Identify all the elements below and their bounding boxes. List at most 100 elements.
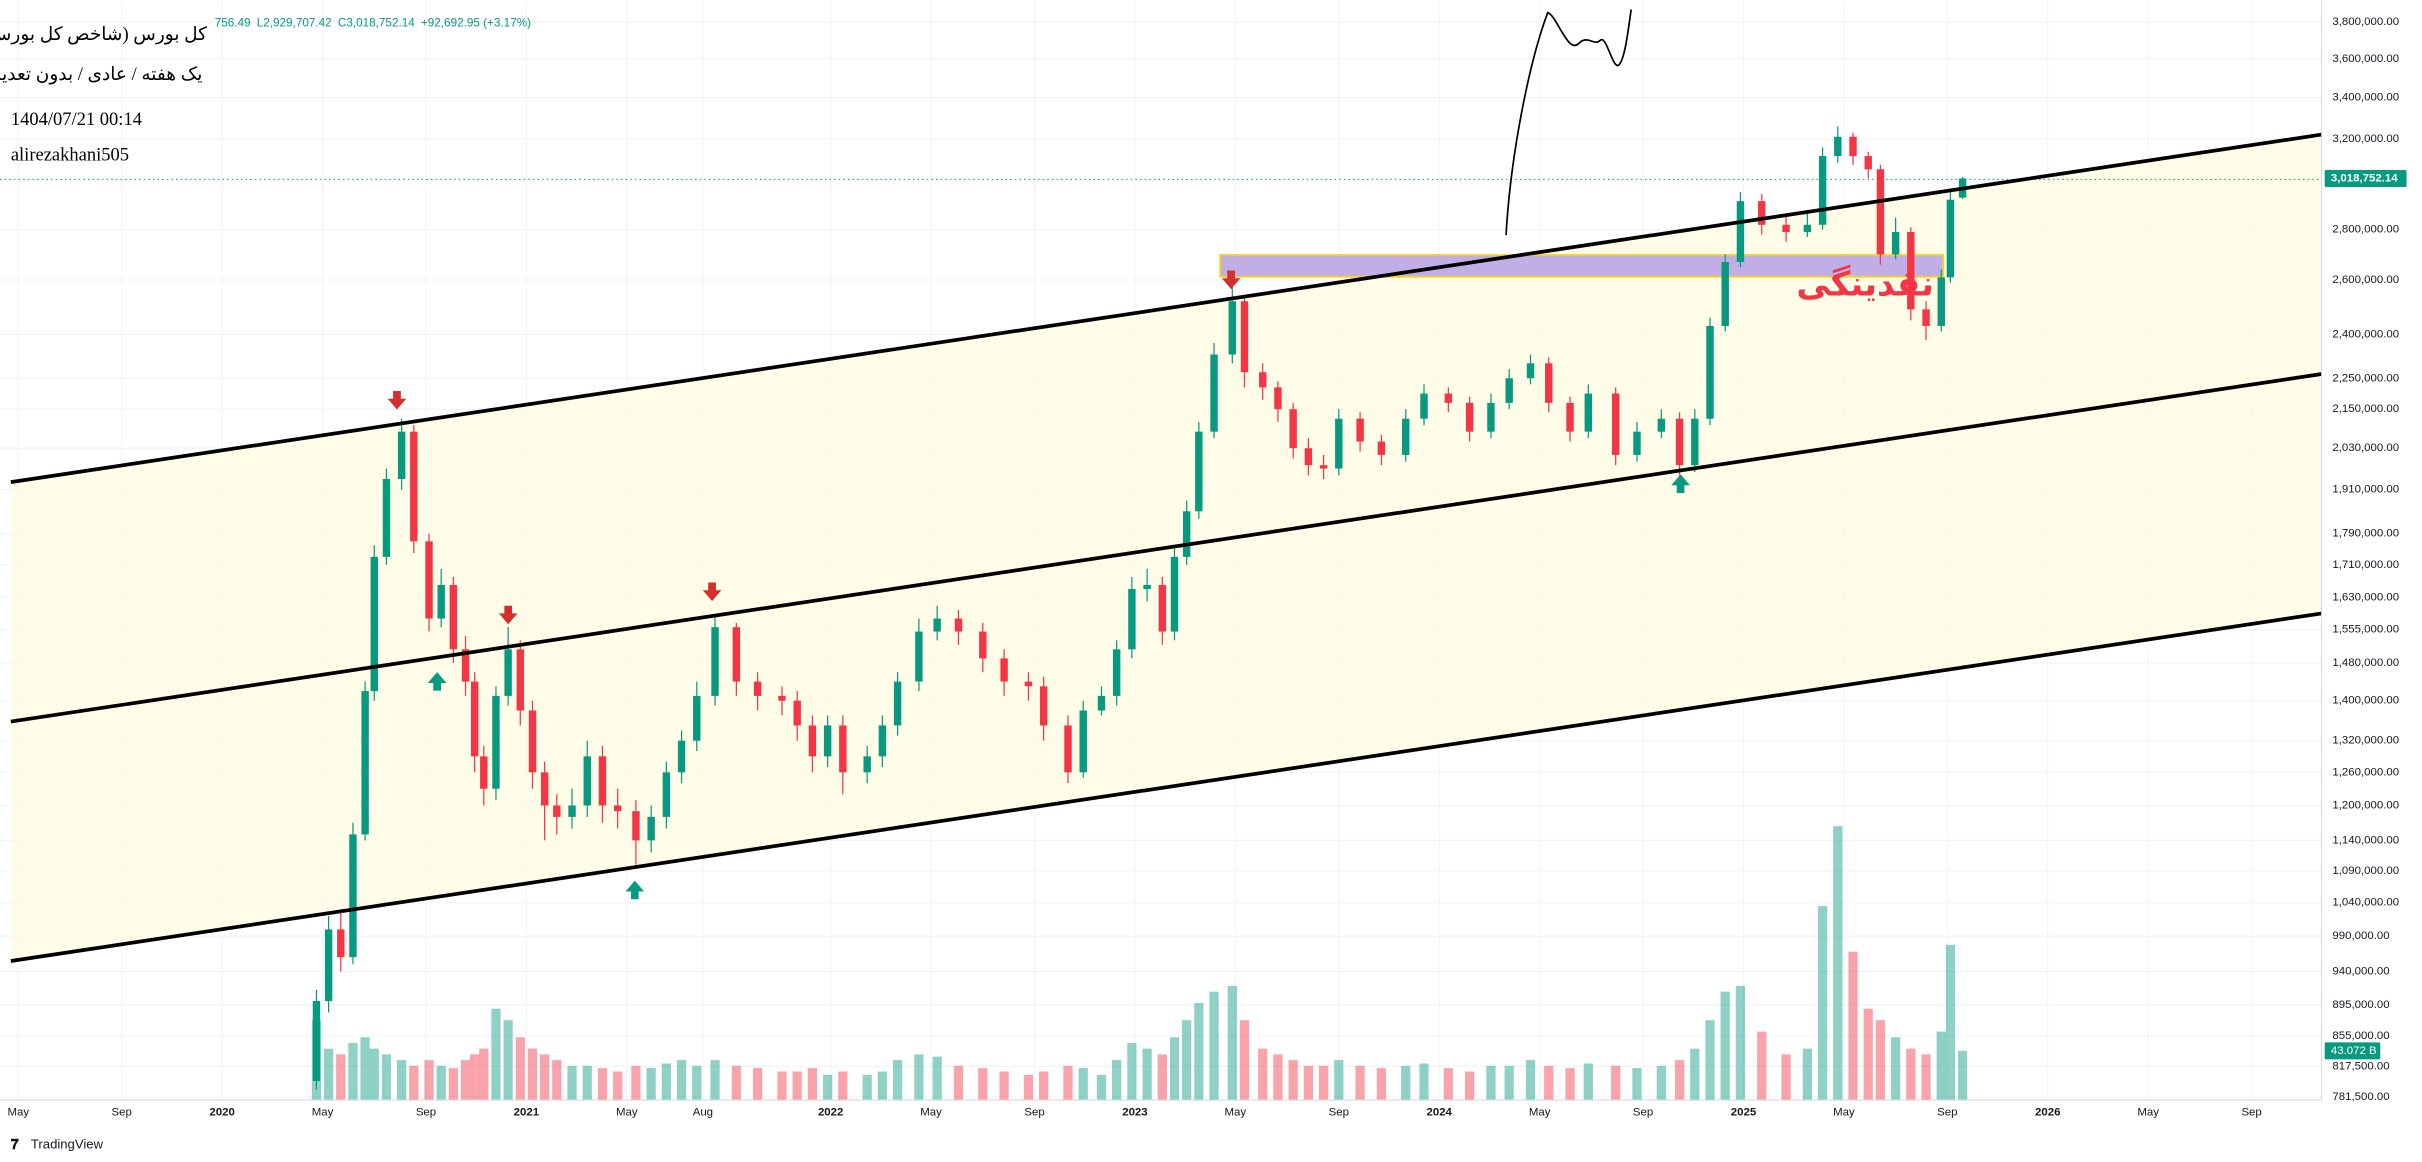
- candle-body: [1097, 695, 1106, 711]
- volume-bar: [1875, 1020, 1886, 1100]
- candle-body: [1420, 393, 1428, 419]
- x-tick-label: May: [1833, 1106, 1855, 1118]
- y-tick-label: 1,555,000.00: [2332, 623, 2399, 635]
- candle-body: [863, 756, 871, 773]
- volume-bar: [676, 1060, 687, 1100]
- y-tick-label: 2,030,000.00: [2332, 442, 2399, 454]
- volume-bar: [914, 1054, 924, 1100]
- volume-bar: [731, 1065, 741, 1100]
- candle-body: [470, 681, 479, 757]
- candle-body: [437, 584, 445, 619]
- volume-bar: [1848, 951, 1858, 1100]
- y-tick-label: 2,600,000.00: [2332, 274, 2399, 286]
- candle-body: [1195, 431, 1203, 512]
- x-tick-label: 2021: [514, 1106, 540, 1118]
- candle-body: [823, 725, 832, 757]
- candle-body: [324, 929, 333, 1002]
- volume-bar: [1194, 1003, 1204, 1100]
- candle-body: [1876, 169, 1885, 255]
- volume-bar: [613, 1071, 623, 1100]
- candle-body: [1039, 686, 1048, 726]
- brand-name: TradingView: [31, 1136, 104, 1151]
- volume-bar: [692, 1065, 702, 1100]
- volume-bar: [953, 1065, 964, 1100]
- volume-bar: [1486, 1065, 1496, 1100]
- ohlc-legend: 756.49 L2,929,707.42 C3,018,752.14 +92,692.…: [215, 16, 531, 29]
- candle-body: [1402, 418, 1410, 455]
- x-tick-label: 2024: [1426, 1106, 1452, 1118]
- volume-bar: [1583, 1063, 1593, 1100]
- volume-bar: [597, 1068, 608, 1100]
- volume-bar: [1355, 1065, 1365, 1100]
- last-price-label: 3,018,752.14: [2331, 173, 2398, 185]
- candle-body: [492, 695, 500, 789]
- candle-body: [1803, 224, 1812, 233]
- x-tick-label: May: [1225, 1106, 1247, 1118]
- candle-body: [1584, 393, 1593, 432]
- candle-body: [1721, 261, 1729, 326]
- candle-body: [361, 691, 369, 835]
- volume-bar: [479, 1048, 489, 1100]
- candle-body: [954, 618, 963, 632]
- candle-body: [425, 541, 433, 619]
- volume-bar: [460, 1060, 471, 1100]
- candle-body: [1691, 418, 1699, 466]
- candle-body: [1228, 301, 1237, 355]
- candle-body: [540, 772, 549, 806]
- y-tick-label: 1,910,000.00: [2332, 484, 2399, 496]
- candle-body: [613, 805, 622, 812]
- candle-body: [711, 627, 719, 696]
- candle-body: [1657, 418, 1666, 432]
- volume-bar: [838, 1071, 848, 1100]
- candle-body: [1526, 363, 1535, 379]
- volume-bar: [381, 1054, 392, 1100]
- y-tick-label: 990,000.00: [2332, 930, 2389, 942]
- candle-body: [778, 695, 786, 701]
- volume-bar: [1169, 1037, 1180, 1100]
- x-tick-label: Sep: [1024, 1106, 1044, 1118]
- x-tick-label: Sep: [2241, 1106, 2261, 1118]
- volume-bar: [1957, 1050, 1968, 1100]
- candle-body: [598, 756, 607, 806]
- candle-body: [1064, 725, 1072, 773]
- candle-body: [397, 431, 406, 480]
- volume-pane: [311, 826, 1968, 1100]
- volume-bar: [540, 1054, 550, 1100]
- channel-lines: [10, 132, 2322, 963]
- y-tick-label: 1,630,000.00: [2332, 591, 2399, 603]
- brand-logo: 𝟕: [11, 1137, 19, 1153]
- x-tick-label: Aug: [693, 1106, 713, 1118]
- volume-bar: [1078, 1068, 1088, 1100]
- candle-body: [1782, 224, 1790, 233]
- candle-body: [647, 816, 655, 841]
- volume-bar: [1239, 1020, 1250, 1100]
- y-tick-label: 2,800,000.00: [2332, 224, 2399, 236]
- candle-body: [632, 811, 640, 841]
- volume-bar: [1142, 1048, 1152, 1100]
- candle-body: [312, 1001, 321, 1082]
- volume-bar: [1443, 1068, 1453, 1100]
- y-tick-label: 1,200,000.00: [2332, 800, 2399, 812]
- volume-bar: [862, 1074, 872, 1100]
- candle-body: [839, 725, 847, 773]
- volume-bar: [1258, 1048, 1268, 1100]
- candle-body: [1158, 584, 1167, 632]
- date-stamp: 1404/07/21 00:14: [11, 109, 142, 130]
- y-tick-label: 817,500.00: [2332, 1060, 2389, 1072]
- volume-bar: [1465, 1071, 1475, 1100]
- candle-body: [1259, 372, 1267, 388]
- volume-bar: [1227, 985, 1237, 1100]
- volume-bar: [1720, 991, 1730, 1100]
- candle-body: [693, 695, 701, 741]
- volume-bar: [1182, 1020, 1192, 1100]
- volume-bar: [1781, 1054, 1791, 1100]
- x-tick-label: Sep: [1633, 1106, 1653, 1118]
- volume-bar: [1544, 1065, 1554, 1100]
- volume-bar: [792, 1071, 802, 1100]
- volume-bar: [807, 1068, 818, 1100]
- volume-bar: [1945, 944, 1956, 1100]
- candle-body: [1818, 156, 1827, 225]
- candle-body: [1675, 418, 1684, 466]
- volume-bar: [348, 1042, 358, 1100]
- candle-body: [410, 431, 418, 542]
